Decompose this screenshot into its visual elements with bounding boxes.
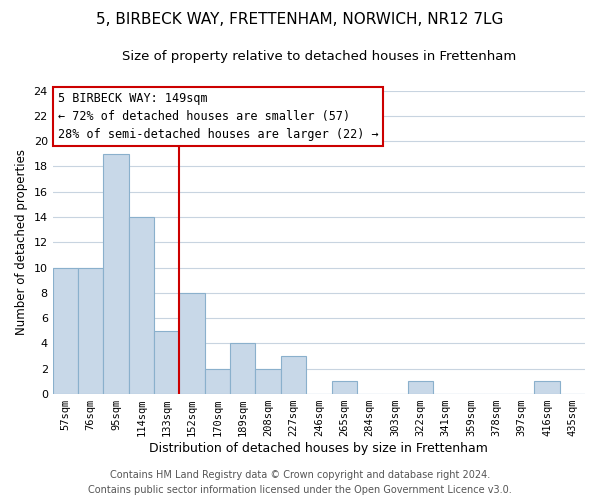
- Bar: [281, 356, 306, 394]
- Text: 5 BIRBECK WAY: 149sqm
← 72% of detached houses are smaller (57)
28% of semi-deta: 5 BIRBECK WAY: 149sqm ← 72% of detached …: [58, 92, 379, 141]
- Text: 5, BIRBECK WAY, FRETTENHAM, NORWICH, NR12 7LG: 5, BIRBECK WAY, FRETTENHAM, NORWICH, NR1…: [97, 12, 503, 28]
- Bar: [78, 268, 103, 394]
- Bar: [535, 382, 560, 394]
- Bar: [103, 154, 129, 394]
- Bar: [129, 217, 154, 394]
- Bar: [230, 344, 256, 394]
- Bar: [154, 331, 179, 394]
- Text: Contains HM Land Registry data © Crown copyright and database right 2024.
Contai: Contains HM Land Registry data © Crown c…: [88, 470, 512, 495]
- Bar: [256, 369, 281, 394]
- Bar: [332, 382, 357, 394]
- X-axis label: Distribution of detached houses by size in Frettenham: Distribution of detached houses by size …: [149, 442, 488, 455]
- Bar: [179, 293, 205, 394]
- Bar: [205, 369, 230, 394]
- Title: Size of property relative to detached houses in Frettenham: Size of property relative to detached ho…: [122, 50, 516, 63]
- Bar: [53, 268, 78, 394]
- Bar: [407, 382, 433, 394]
- Y-axis label: Number of detached properties: Number of detached properties: [15, 150, 28, 336]
